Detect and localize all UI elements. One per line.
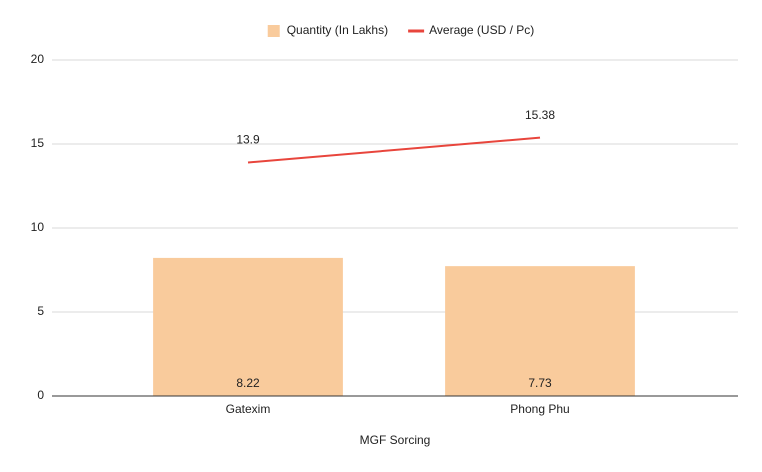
legend-label: Quantity (In Lakhs) [287,23,388,37]
legend: Quantity (In Lakhs) Average (USD / Pc) [267,23,534,37]
line-value-label: 15.38 [525,108,555,122]
x-tick-label: Gatexim [226,402,271,416]
bar-value-label: 7.73 [528,376,552,390]
x-axis-label: MGF Sorcing [360,433,431,447]
legend-label: Average (USD / Pc) [429,23,534,37]
bar-value-label: 8.22 [236,376,260,390]
bar [153,257,343,396]
y-tick-label: 5 [37,304,44,318]
y-tick-label: 20 [31,52,45,66]
bar [445,266,635,396]
y-tick-label: 10 [31,220,45,234]
y-tick-label: 15 [31,136,45,150]
legend-swatch [267,25,280,37]
x-tick-label: Phong Phu [510,402,569,416]
line [247,136,541,164]
line-value-label: 13.9 [236,133,260,147]
legend-swatch [408,29,425,33]
y-tick-label: 0 [37,388,44,402]
